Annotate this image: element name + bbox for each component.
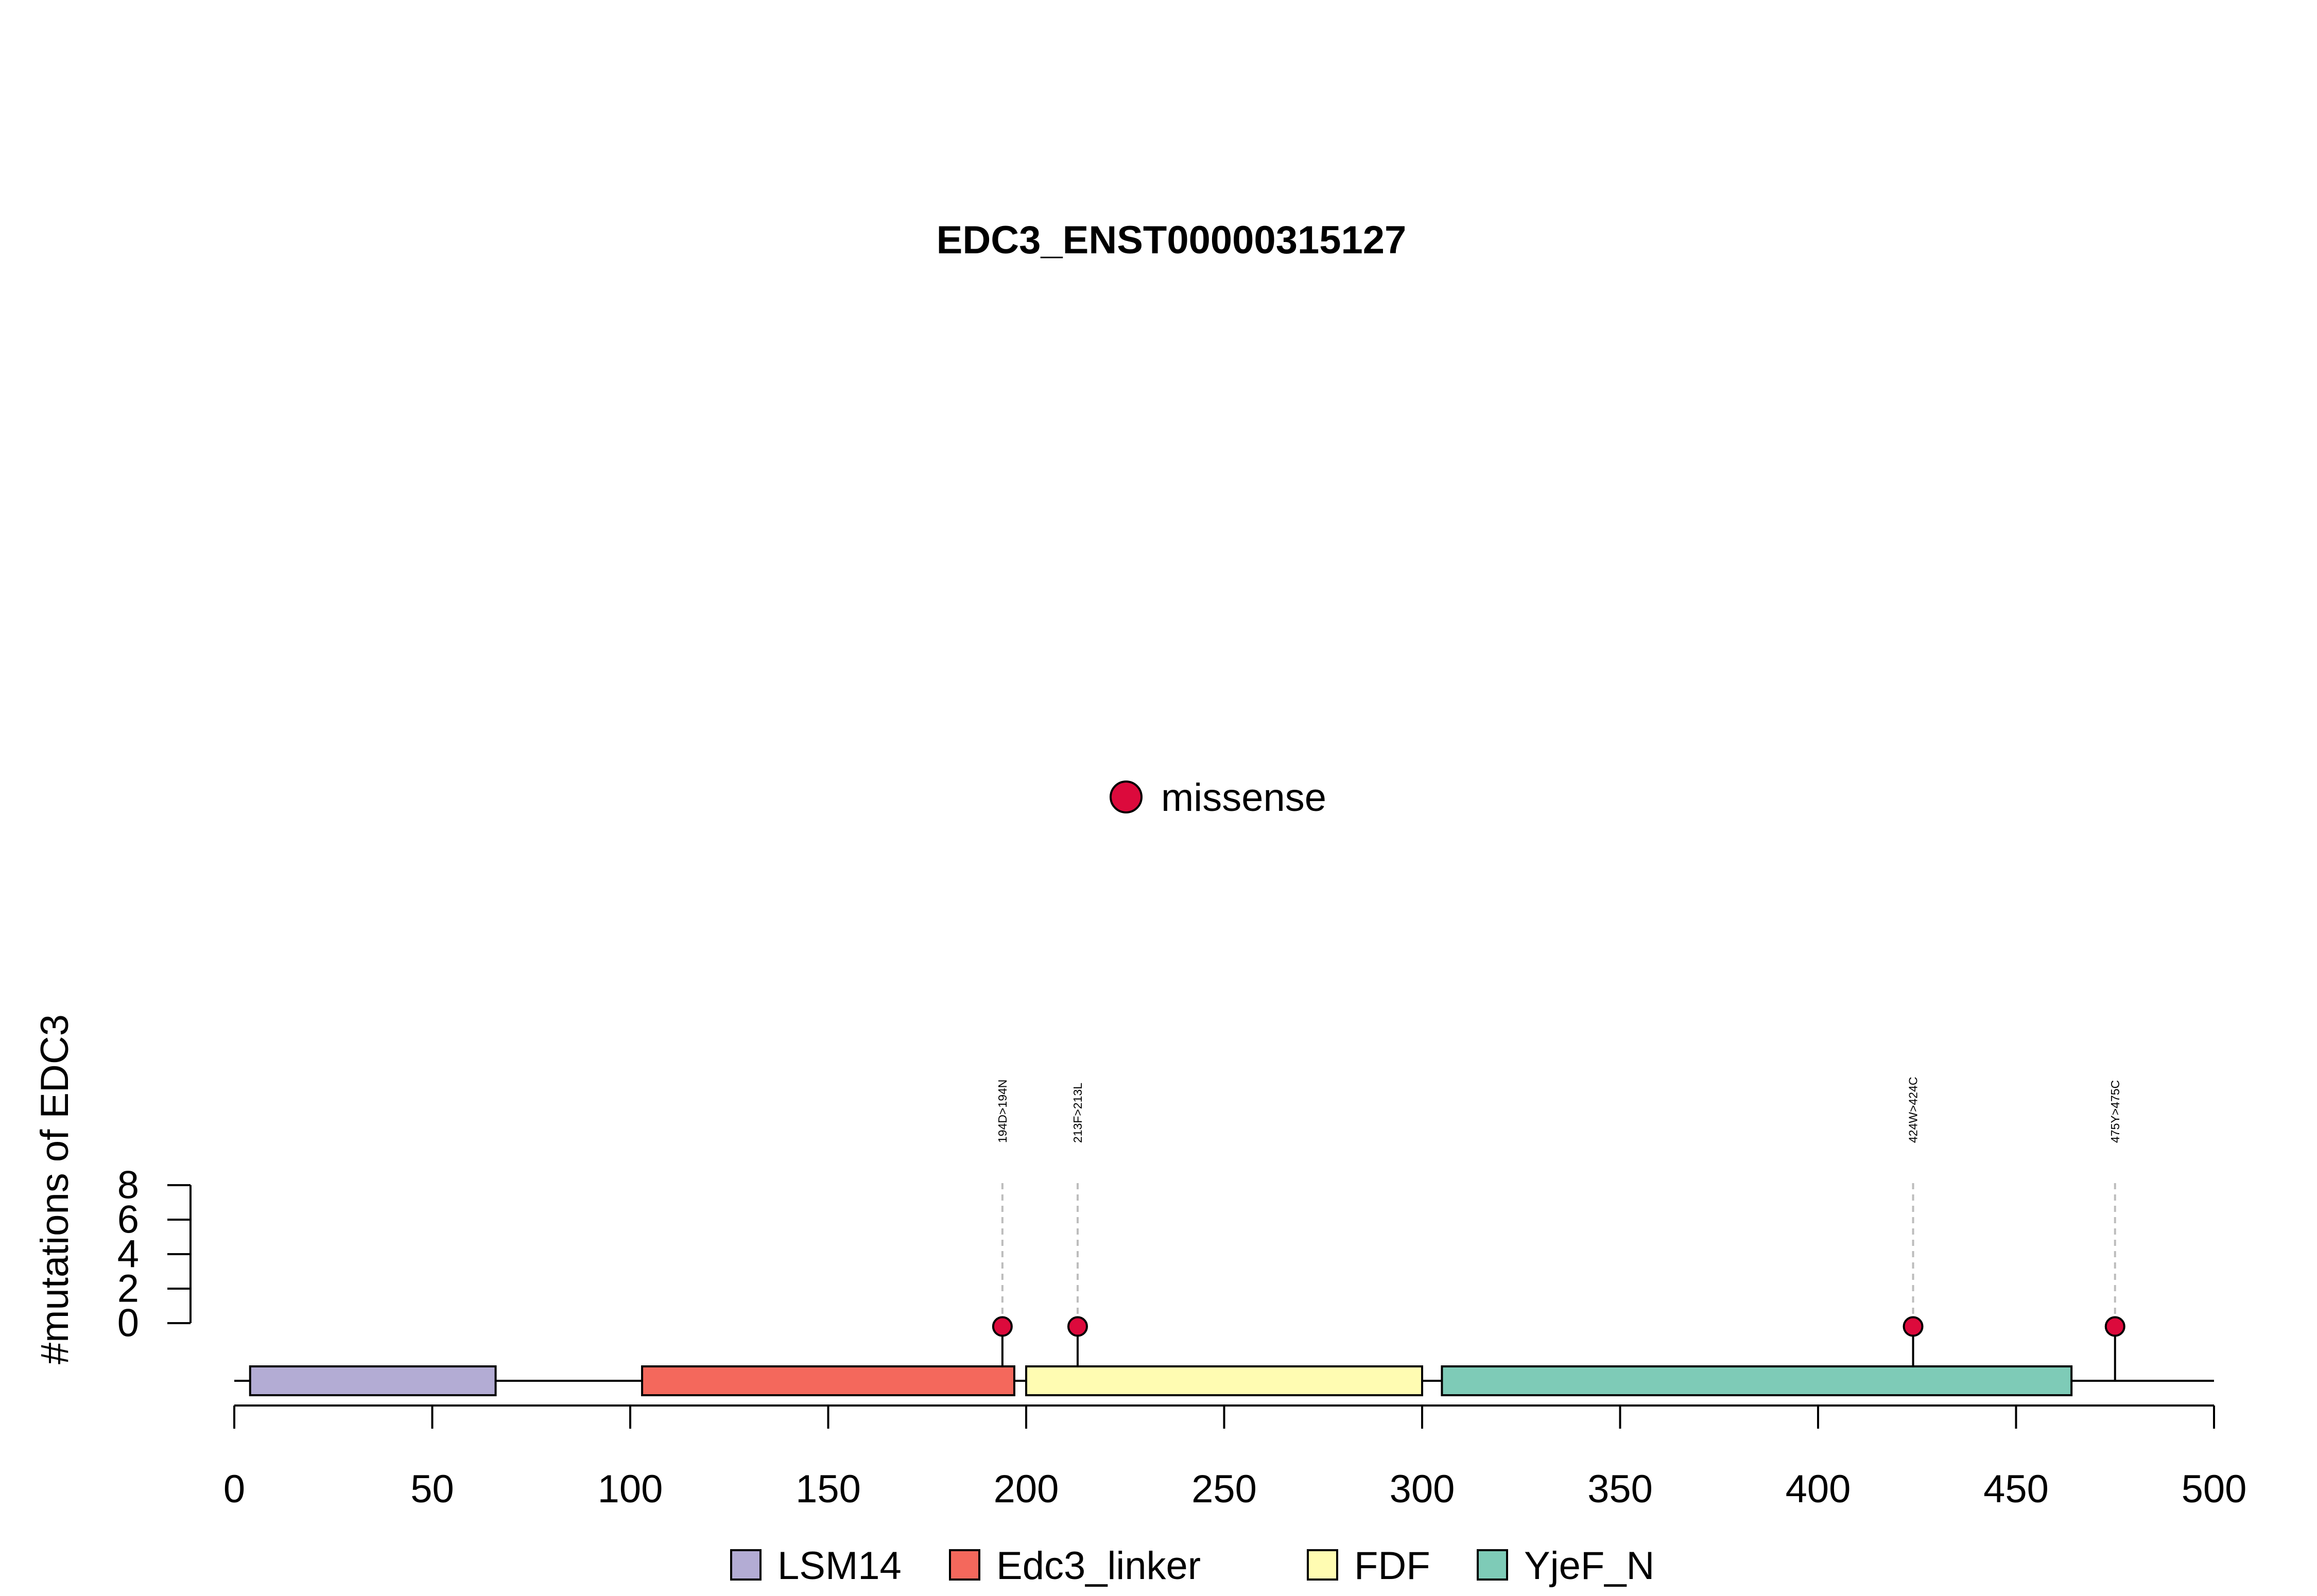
y-tick-label: 2 (117, 1267, 139, 1311)
legend-missense-marker (1110, 780, 1143, 813)
legend-yjef-n-label: YjeF_N (1524, 1544, 1654, 1588)
x-tick-label: 400 (1786, 1467, 1851, 1511)
domain-edc3-linker (641, 1365, 1015, 1396)
y-tick-label: 0 (117, 1302, 139, 1345)
y-tick-label: 6 (117, 1198, 139, 1242)
x-tick-label: 500 (2182, 1467, 2247, 1511)
mutation-type-legend: missense (1110, 776, 1326, 820)
mutation-label: 194D>194N (996, 1080, 1009, 1143)
legend-fdf-swatch (1307, 1549, 1338, 1581)
mutation-label: 213F>213L (1071, 1083, 1084, 1143)
legend-lsm14-label: LSM14 (777, 1544, 902, 1588)
mutation-head (1067, 1316, 1088, 1337)
mutation-head (1903, 1316, 1924, 1337)
y-tick-label: 4 (117, 1233, 139, 1276)
mutation-head (992, 1316, 1013, 1337)
x-tick-label: 200 (994, 1467, 1059, 1511)
domain-legend: LSM14 Edc3_linker FDF YjeF_N (730, 1544, 1654, 1588)
domain-lsm14 (249, 1365, 497, 1396)
x-tick-label: 150 (796, 1467, 861, 1511)
x-tick-label: 450 (1983, 1467, 2049, 1511)
legend-edc3-linker-label: Edc3_linker (996, 1544, 1201, 1588)
protein-domains (249, 1365, 2073, 1396)
x-tick-label: 50 (410, 1467, 454, 1511)
domain-fdf (1025, 1365, 1423, 1396)
y-tick-label: 8 (117, 1164, 139, 1207)
chart-title: EDC3_ENST00000315127 (937, 218, 1407, 262)
x-tick-label: 350 (1587, 1467, 1653, 1511)
x-tick-label: 100 (598, 1467, 663, 1511)
mutation-head (2104, 1316, 2125, 1337)
x-tick-label: 250 (1191, 1467, 1257, 1511)
legend-lsm14-swatch (730, 1549, 762, 1581)
legend-missense-label: missense (1161, 776, 1326, 820)
x-tick-label: 300 (1390, 1467, 1455, 1511)
legend-yjef-n-swatch (1477, 1549, 1508, 1581)
mutation-label: 475Y>475C (2108, 1080, 2122, 1143)
legend-fdf-label: FDF (1354, 1544, 1430, 1588)
mutation-heads (992, 1316, 2125, 1337)
x-axis: 0 50 100 150 200 250 300 350 400 450 500 (223, 1404, 2247, 1511)
domain-yjef-n (1441, 1365, 2073, 1396)
y-axis-label: #mutations of EDC3 (33, 1014, 77, 1364)
x-tick-label: 0 (223, 1467, 245, 1511)
mutation-label: 424W>424C (1907, 1077, 1920, 1143)
legend-edc3-linker-swatch (949, 1549, 980, 1581)
mutation-lollipops: 194D>194N 213F>213L 424W>424C 475Y>475C (996, 1077, 2122, 1381)
